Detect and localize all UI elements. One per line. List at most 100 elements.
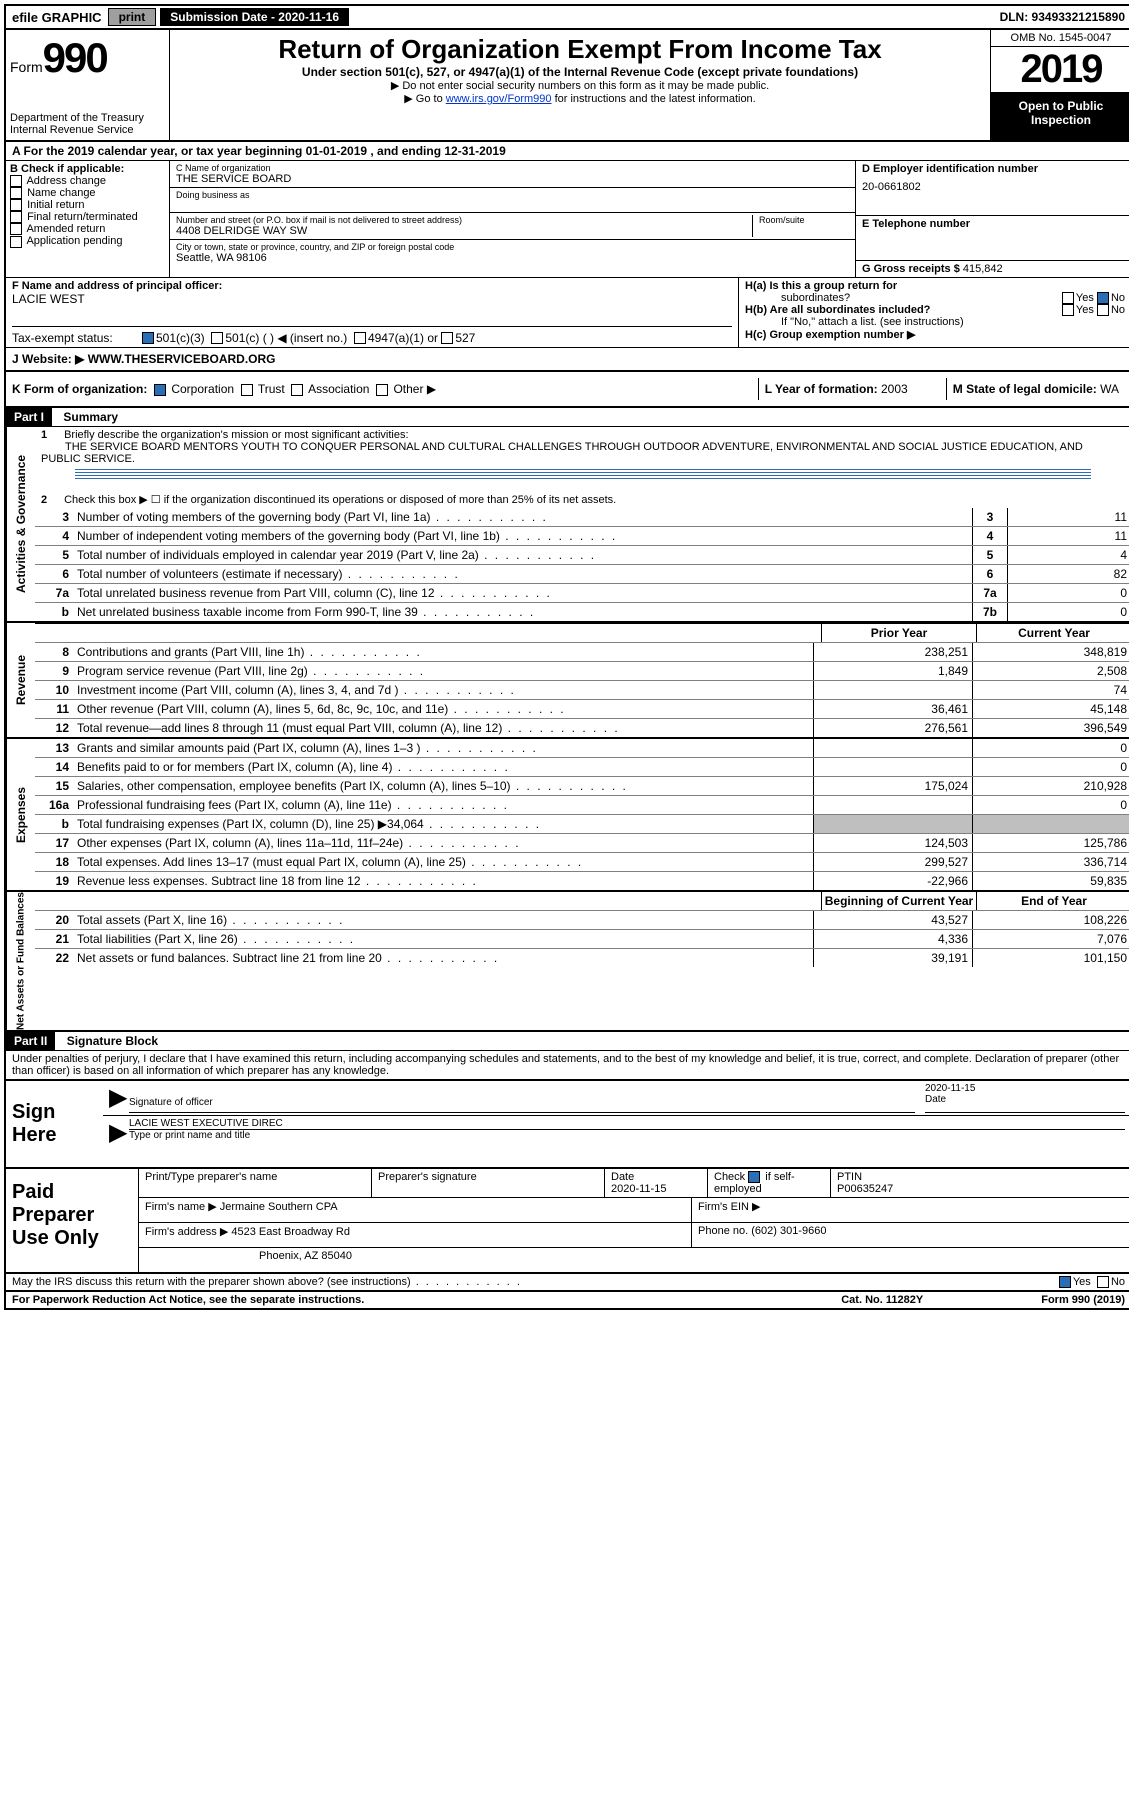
current-value: 0 bbox=[972, 739, 1129, 757]
checkbox-amended[interactable] bbox=[10, 223, 22, 235]
discuss-label: May the IRS discuss this return with the… bbox=[12, 1276, 1059, 1288]
col-begin-year: Beginning of Current Year bbox=[821, 892, 976, 910]
line-box: 4 bbox=[972, 527, 1007, 545]
line-label: Number of voting members of the governin… bbox=[73, 508, 972, 526]
current-value: 0 bbox=[972, 796, 1129, 814]
summary-line: b Net unrelated business taxable income … bbox=[35, 603, 1129, 621]
line-num: 8 bbox=[35, 643, 73, 661]
j-label: J Website: ▶ bbox=[12, 352, 84, 366]
phone-label: Phone no. bbox=[698, 1225, 748, 1237]
checkbox-hb-no[interactable] bbox=[1097, 304, 1109, 316]
ptin-label: PTIN bbox=[837, 1171, 1125, 1183]
tax-exempt-label: Tax-exempt status: bbox=[12, 331, 142, 345]
line-label: Total fundraising expenses (Part IX, col… bbox=[73, 815, 813, 833]
summary-line: 6 Total number of volunteers (estimate i… bbox=[35, 565, 1129, 584]
line-num: 9 bbox=[35, 662, 73, 680]
city-state-zip: Seattle, WA 98106 bbox=[176, 252, 849, 264]
website: WWW.THESERVICEBOARD.ORG bbox=[88, 352, 276, 366]
end-value: 108,226 bbox=[972, 911, 1129, 929]
summary-line: 10 Investment income (Part VIII, column … bbox=[35, 681, 1129, 700]
row-j: J Website: ▶ WWW.THESERVICEBOARD.ORG bbox=[6, 348, 1129, 372]
type-label: Type or print name and title bbox=[129, 1130, 250, 1141]
year-formation: 2003 bbox=[881, 382, 908, 396]
checkbox-ha-yes[interactable] bbox=[1062, 292, 1074, 304]
footer-form: Form 990 (2019) bbox=[1041, 1294, 1125, 1306]
sign-here-label: Sign Here bbox=[6, 1081, 103, 1167]
summary-line: 14 Benefits paid to or for members (Part… bbox=[35, 758, 1129, 777]
form-number: 990 bbox=[43, 34, 107, 81]
checkbox-address-change[interactable] bbox=[10, 175, 22, 187]
c-name-label: C Name of organization bbox=[176, 163, 849, 173]
preparer-name-label: Print/Type preparer's name bbox=[139, 1169, 372, 1197]
checkbox-discuss-no[interactable] bbox=[1097, 1276, 1109, 1288]
line-num: 6 bbox=[35, 565, 73, 583]
line-num: 7a bbox=[35, 584, 73, 602]
prior-value: 36,461 bbox=[813, 700, 972, 718]
header-left: Form990 Department of the Treasury Inter… bbox=[6, 30, 170, 140]
checkbox-discuss-yes[interactable] bbox=[1059, 1276, 1071, 1288]
col-l: L Year of formation: 2003 bbox=[758, 378, 947, 400]
checkbox-501c3[interactable] bbox=[142, 332, 154, 344]
declaration-text: Under penalties of perjury, I declare th… bbox=[6, 1051, 1129, 1079]
prior-value bbox=[813, 796, 972, 814]
line-label: Net unrelated business taxable income fr… bbox=[73, 603, 972, 621]
checkbox-other[interactable] bbox=[376, 384, 388, 396]
begin-value: 4,336 bbox=[813, 930, 972, 948]
paid-preparer-label: Paid Preparer Use Only bbox=[6, 1169, 138, 1272]
summary-line: 3 Number of voting members of the govern… bbox=[35, 508, 1129, 527]
irs-link[interactable]: www.irs.gov/Form990 bbox=[446, 93, 552, 105]
form-header: Form990 Department of the Treasury Inter… bbox=[6, 30, 1129, 142]
summary-line: 17 Other expenses (Part IX, column (A), … bbox=[35, 834, 1129, 853]
summary-line: 7a Total unrelated business revenue from… bbox=[35, 584, 1129, 603]
city-label: City or town, state or province, country… bbox=[176, 242, 849, 252]
netassets-section: Net Assets or Fund Balances Beginning of… bbox=[6, 892, 1129, 1032]
col-h: H(a) Is this a group return for subordin… bbox=[738, 278, 1129, 347]
line-box: 6 bbox=[972, 565, 1007, 583]
line-label: Contributions and grants (Part VIII, lin… bbox=[73, 643, 813, 661]
current-value: 45,148 bbox=[972, 700, 1129, 718]
summary-line: 5 Total number of individuals employed i… bbox=[35, 546, 1129, 565]
line-label: Revenue less expenses. Subtract line 18 … bbox=[73, 872, 813, 890]
checkbox-final-return[interactable] bbox=[10, 211, 22, 223]
begin-value: 43,527 bbox=[813, 911, 972, 929]
current-value: 336,714 bbox=[972, 853, 1129, 871]
sidebar-expenses: Expenses bbox=[6, 739, 35, 890]
firm-addr1: 4523 East Broadway Rd bbox=[231, 1226, 350, 1238]
sig-date-label: Date bbox=[925, 1094, 946, 1105]
prior-value bbox=[813, 739, 972, 757]
checkbox-4947[interactable] bbox=[354, 332, 366, 344]
checkbox-hb-yes[interactable] bbox=[1062, 304, 1074, 316]
firm-addr-label: Firm's address ▶ bbox=[145, 1226, 228, 1238]
line-label: Program service revenue (Part VIII, line… bbox=[73, 662, 813, 680]
current-value: 0 bbox=[972, 758, 1129, 776]
checkbox-527[interactable] bbox=[441, 332, 453, 344]
line-label: Net assets or fund balances. Subtract li… bbox=[73, 949, 813, 967]
checkbox-trust[interactable] bbox=[241, 384, 253, 396]
checkbox-application-pending[interactable] bbox=[10, 236, 22, 248]
line-num: 16a bbox=[35, 796, 73, 814]
checkbox-association[interactable] bbox=[291, 384, 303, 396]
line-label: Salaries, other compensation, employee b… bbox=[73, 777, 813, 795]
checkbox-ha-no[interactable] bbox=[1097, 292, 1109, 304]
checkbox-501c[interactable] bbox=[211, 332, 223, 344]
checkbox-name-change[interactable] bbox=[10, 187, 22, 199]
line-num: 13 bbox=[35, 739, 73, 757]
form-subtitle: Under section 501(c), 527, or 4947(a)(1)… bbox=[174, 65, 986, 79]
line-label: Other expenses (Part IX, column (A), lin… bbox=[73, 834, 813, 852]
checkbox-initial-return[interactable] bbox=[10, 199, 22, 211]
prior-value bbox=[813, 758, 972, 776]
firm-ein-label: Firm's EIN ▶ bbox=[692, 1198, 1129, 1222]
summary-line: 22 Net assets or fund balances. Subtract… bbox=[35, 949, 1129, 967]
phone: (602) 301-9660 bbox=[751, 1225, 826, 1237]
checkbox-corporation[interactable] bbox=[154, 384, 166, 396]
line-box: 7a bbox=[972, 584, 1007, 602]
line-num: 11 bbox=[35, 700, 73, 718]
sidebar-activities: Activities & Governance bbox=[6, 427, 35, 621]
form-label: Form bbox=[10, 59, 43, 75]
prior-value: 124,503 bbox=[813, 834, 972, 852]
prior-value: 175,024 bbox=[813, 777, 972, 795]
checkbox-self-employed[interactable] bbox=[748, 1171, 760, 1183]
sign-here-block: Sign Here ▶ Signature of officer 2020-11… bbox=[6, 1079, 1129, 1169]
sidebar-revenue: Revenue bbox=[6, 623, 35, 737]
print-button[interactable]: print bbox=[108, 8, 157, 26]
